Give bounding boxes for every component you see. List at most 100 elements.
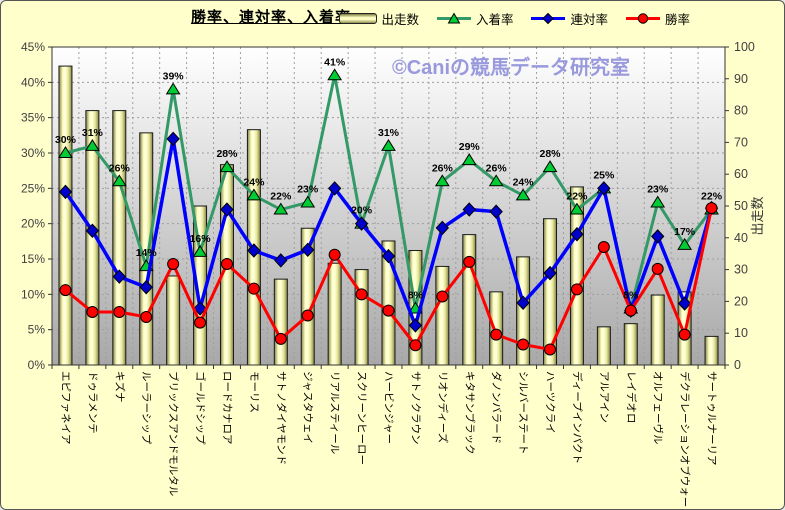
svg-text:28%: 28% <box>540 148 562 160</box>
circle-marker <box>247 282 260 295</box>
svg-text:ジャスタウェイ: ジャスタウェイ <box>302 371 314 444</box>
svg-text:20%: 20% <box>351 205 373 217</box>
triangle-marker-icon <box>436 12 472 25</box>
triangle-marker <box>515 188 531 201</box>
diamond-marker <box>543 265 557 281</box>
diamond-marker-icon <box>530 12 566 25</box>
triangle-marker <box>84 138 100 151</box>
circle-marker <box>167 257 180 270</box>
svg-text:26%: 26% <box>432 162 454 174</box>
svg-text:22%: 22% <box>701 191 723 203</box>
circle-marker <box>436 290 449 303</box>
category-labels: エピファネイア ドゥラメンテ キズナ ルーラーシップ ブリックスアンドモルタル ゴールドシ… <box>59 371 717 507</box>
svg-text:50: 50 <box>734 199 748 213</box>
svg-text:16%: 16% <box>190 233 212 245</box>
circle-marker <box>113 306 126 318</box>
diamond-marker <box>651 229 665 244</box>
svg-text:17%: 17% <box>674 226 696 238</box>
diamond-marker <box>166 131 180 147</box>
triangle-marker <box>273 202 289 215</box>
diamond-marker <box>193 301 207 316</box>
svg-text:100: 100 <box>734 40 755 54</box>
circle-marker <box>544 343 557 356</box>
triangle-marker <box>111 174 127 187</box>
svg-text:70: 70 <box>734 135 748 149</box>
bar <box>596 326 611 366</box>
bar <box>112 110 127 366</box>
triangle-marker <box>192 244 208 257</box>
bar <box>489 291 504 366</box>
svg-text:シルバーステート: シルバーステート <box>517 371 529 454</box>
diamond-marker <box>85 223 100 238</box>
svg-text:ディープインパクト: ディープインパクト <box>571 371 584 464</box>
svg-text:22%: 22% <box>566 191 588 203</box>
left-axis-labels: 45% 40% 35% 30% 25% 20% 15% 10% 5% 0% <box>21 40 45 372</box>
svg-text:15%: 15% <box>21 252 45 266</box>
right-axis-title: 出走数 <box>750 196 765 236</box>
legend-item-quinella-rate: 連対率 <box>530 9 608 28</box>
svg-text:23%: 23% <box>297 183 319 195</box>
triangle-marker <box>434 174 450 187</box>
triangle-marker <box>542 160 558 173</box>
diamond-marker <box>408 318 423 333</box>
bar <box>327 262 342 366</box>
bar <box>435 265 450 366</box>
legend-item-win-rate: 勝率 <box>625 9 690 28</box>
triangle-marker <box>327 68 343 81</box>
bar <box>543 218 558 366</box>
svg-text:デクラレーションオブウォー: デクラレーションオブウォー <box>679 371 692 507</box>
circle-marker <box>570 283 583 296</box>
svg-text:39%: 39% <box>163 70 185 82</box>
diamond-marker <box>435 220 450 236</box>
circle-marker <box>463 255 476 268</box>
svg-text:31%: 31% <box>378 127 400 139</box>
svg-text:26%: 26% <box>109 162 131 174</box>
diamond-marker <box>301 242 315 258</box>
diamond-marker <box>247 243 261 258</box>
svg-text:22%: 22% <box>270 191 292 203</box>
diamond-marker <box>327 181 342 196</box>
circle-marker <box>301 309 314 322</box>
circle-marker <box>597 240 610 253</box>
bar <box>166 275 181 366</box>
circle-marker <box>651 262 664 275</box>
svg-text:8%: 8% <box>408 289 424 301</box>
svg-text:リオンディーズ: リオンディーズ <box>436 371 449 443</box>
svg-text:24%: 24% <box>513 176 535 188</box>
bar <box>462 234 477 366</box>
svg-text:29%: 29% <box>459 141 481 153</box>
diamond-marker <box>220 202 234 217</box>
triangle-marker <box>650 195 666 208</box>
svg-text:40%: 40% <box>21 75 45 89</box>
diamond-marker <box>381 248 396 264</box>
svg-text:ブリックスアンドモルタル: ブリックスアンドモルタル <box>167 371 180 496</box>
svg-text:45%: 45% <box>21 40 45 54</box>
triangle-marker <box>246 188 262 201</box>
circle-marker <box>355 288 368 301</box>
diamond-marker <box>597 181 611 196</box>
line-series-win <box>59 202 718 356</box>
svg-text:エピファネイア: エピファネイア <box>59 371 71 445</box>
diamond-marker <box>516 295 530 311</box>
svg-text:28%: 28% <box>216 148 238 160</box>
svg-text:8%: 8% <box>623 289 639 301</box>
triangle-marker <box>300 195 316 208</box>
diamond-marker <box>112 269 126 284</box>
diamond-marker <box>570 227 584 242</box>
bar <box>354 269 369 366</box>
tick-marks <box>48 46 729 369</box>
svg-text:5%: 5% <box>28 323 46 337</box>
circle-marker <box>86 306 99 318</box>
bar-swatch-icon <box>339 13 378 24</box>
diamond-marker <box>274 253 288 268</box>
svg-text:キタサンブラック: キタサンブラック <box>463 371 476 455</box>
svg-text:30%: 30% <box>21 146 45 160</box>
svg-text:ゴールドシップ: ゴールドシップ <box>194 371 207 445</box>
chart-title: 勝率、連対率、入着率 <box>190 9 351 26</box>
legend-item-starts: 出走数 <box>339 9 419 28</box>
circle-marker <box>409 339 422 352</box>
circle-marker <box>194 316 207 329</box>
svg-text:サトノクラウン: サトノクラウン <box>409 371 421 445</box>
svg-text:23%: 23% <box>647 183 669 195</box>
